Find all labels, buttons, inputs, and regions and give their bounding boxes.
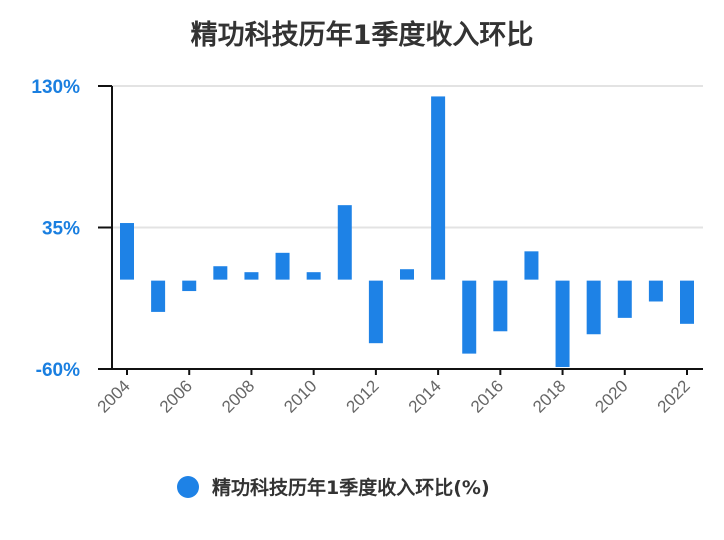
bar-2014 bbox=[431, 96, 446, 280]
legend: 精功科技历年1季度收入环比(%) bbox=[177, 476, 490, 499]
bar-2010 bbox=[306, 272, 321, 280]
x-tick-label: 2004 bbox=[94, 376, 134, 416]
bar-2012 bbox=[368, 280, 383, 344]
legend-marker bbox=[177, 476, 199, 498]
x-tick-label: 2010 bbox=[280, 376, 320, 416]
x-tick-label: 2022 bbox=[654, 376, 694, 416]
bar-2007 bbox=[213, 266, 228, 280]
bar-2005 bbox=[151, 280, 166, 312]
bar-2020 bbox=[617, 280, 632, 318]
bar-2022 bbox=[680, 280, 694, 324]
bar-2016 bbox=[493, 280, 508, 332]
chart-title: 精功科技历年1季度收入环比 bbox=[191, 19, 534, 51]
y-tick-label: 130% bbox=[31, 77, 80, 98]
x-tick-label: 2012 bbox=[343, 376, 383, 416]
bar-2021 bbox=[648, 280, 663, 302]
bar-2019 bbox=[586, 280, 601, 335]
bar-2006 bbox=[182, 280, 197, 292]
bar-2004 bbox=[120, 223, 134, 280]
x-tick-label: 2008 bbox=[218, 376, 258, 416]
bar-2008 bbox=[244, 272, 259, 280]
bar-2015 bbox=[462, 280, 477, 354]
bar-2009 bbox=[275, 252, 290, 280]
bar-2013 bbox=[400, 269, 414, 280]
x-tick-label: 2016 bbox=[467, 376, 507, 416]
x-tick-label: 2020 bbox=[591, 376, 631, 416]
x-tick-label: 2014 bbox=[405, 376, 445, 416]
bar-2018 bbox=[555, 280, 570, 368]
x-tick-label: 2018 bbox=[529, 376, 569, 416]
x-tick-label: 2006 bbox=[156, 376, 196, 416]
bar-2017 bbox=[524, 251, 539, 280]
bar-2011 bbox=[337, 205, 352, 280]
legend-label: 精功科技历年1季度收入环比(%) bbox=[212, 476, 490, 499]
y-tick-label: -60% bbox=[36, 360, 80, 381]
y-tick-label: 35% bbox=[42, 219, 80, 240]
